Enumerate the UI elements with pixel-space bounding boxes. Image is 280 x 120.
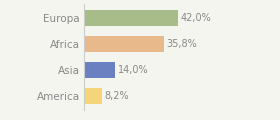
Bar xyxy=(84,36,164,52)
Text: 14,0%: 14,0% xyxy=(118,65,148,75)
Text: 35,8%: 35,8% xyxy=(166,39,197,49)
Bar xyxy=(84,88,102,104)
Bar xyxy=(84,10,178,26)
Bar xyxy=(84,62,115,78)
Text: 42,0%: 42,0% xyxy=(180,13,211,23)
Text: 8,2%: 8,2% xyxy=(105,91,129,101)
